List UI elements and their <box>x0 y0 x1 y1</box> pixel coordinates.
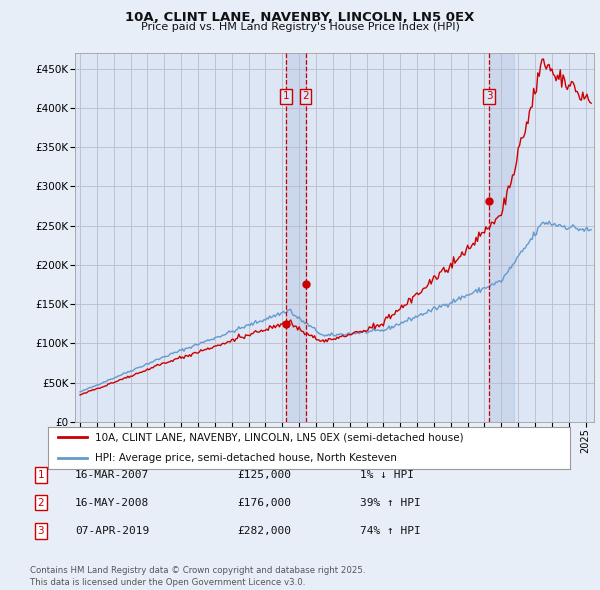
Text: 2: 2 <box>37 498 44 507</box>
Text: 2: 2 <box>302 91 309 101</box>
Text: 1% ↓ HPI: 1% ↓ HPI <box>360 470 414 480</box>
Text: 1: 1 <box>37 470 44 480</box>
Bar <box>489 53 514 422</box>
Text: 07-APR-2019: 07-APR-2019 <box>75 526 149 536</box>
Text: £176,000: £176,000 <box>237 498 291 507</box>
Text: 3: 3 <box>486 91 493 101</box>
Text: HPI: Average price, semi-detached house, North Kesteven: HPI: Average price, semi-detached house,… <box>95 454 397 463</box>
Text: 3: 3 <box>37 526 44 536</box>
Text: £282,000: £282,000 <box>237 526 291 536</box>
Text: 16-MAR-2007: 16-MAR-2007 <box>75 470 149 480</box>
Text: 10A, CLINT LANE, NAVENBY, LINCOLN, LN5 0EX: 10A, CLINT LANE, NAVENBY, LINCOLN, LN5 0… <box>125 11 475 24</box>
Text: Contains HM Land Registry data © Crown copyright and database right 2025.
This d: Contains HM Land Registry data © Crown c… <box>30 566 365 587</box>
Text: 74% ↑ HPI: 74% ↑ HPI <box>360 526 421 536</box>
Text: £125,000: £125,000 <box>237 470 291 480</box>
Text: 16-MAY-2008: 16-MAY-2008 <box>75 498 149 507</box>
Text: 39% ↑ HPI: 39% ↑ HPI <box>360 498 421 507</box>
Bar <box>286 53 305 422</box>
Text: 10A, CLINT LANE, NAVENBY, LINCOLN, LN5 0EX (semi-detached house): 10A, CLINT LANE, NAVENBY, LINCOLN, LN5 0… <box>95 432 464 442</box>
Text: Price paid vs. HM Land Registry's House Price Index (HPI): Price paid vs. HM Land Registry's House … <box>140 22 460 32</box>
Text: 1: 1 <box>283 91 289 101</box>
